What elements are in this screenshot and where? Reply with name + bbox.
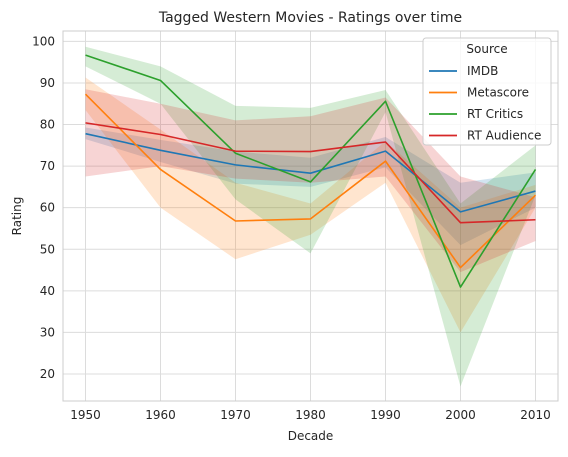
y-tick-label: 30 xyxy=(40,325,55,339)
x-tick-label: 1970 xyxy=(220,408,251,422)
x-tick-label: 2010 xyxy=(520,408,551,422)
x-tick-label: 1960 xyxy=(145,408,176,422)
metascore-confidence-band xyxy=(85,77,536,333)
legend-label-rt-audience: RT Audience xyxy=(467,129,541,143)
grid xyxy=(63,31,558,401)
y-tick-label: 50 xyxy=(40,242,55,256)
x-tick-label: 2000 xyxy=(445,408,476,422)
rt-critics-confidence-band xyxy=(85,46,536,387)
y-tick-label: 80 xyxy=(40,118,55,132)
metascore-line xyxy=(84,93,537,269)
legend-label-imdb: IMDB xyxy=(467,64,498,78)
x-tick-labels: 1950 1960 1970 1980 1990 2000 2010 xyxy=(70,408,551,422)
y-axis-label: Rating xyxy=(10,197,24,236)
y-tick-label: 90 xyxy=(40,76,55,90)
y-tick-label: 20 xyxy=(40,367,55,381)
legend-title: Source xyxy=(466,42,507,56)
y-tick-label: 70 xyxy=(40,159,55,173)
x-tick-label: 1990 xyxy=(370,408,401,422)
x-tick-label: 1980 xyxy=(295,408,326,422)
rt-audience-line xyxy=(85,122,536,224)
rt-critics-line xyxy=(85,54,537,288)
y-tick-label: 60 xyxy=(40,201,55,215)
legend-box xyxy=(422,37,552,146)
y-tick-label: 100 xyxy=(32,34,55,48)
imdb-line xyxy=(85,132,536,213)
y-tick-label: 40 xyxy=(40,284,55,298)
plot-frame xyxy=(62,30,559,402)
x-axis-label: Decade xyxy=(288,429,334,443)
y-tick-labels: 20 30 40 50 60 70 80 90 100 xyxy=(32,34,55,381)
chart-title: Tagged Western Movies - Ratings over tim… xyxy=(158,10,462,26)
legend: Source IMDB Metascore RT Critics RT Audienc… xyxy=(422,37,552,146)
x-tick-label: 1950 xyxy=(70,408,101,422)
legend-label-metascore: Metascore xyxy=(467,86,529,100)
legend-label-rt-critics: RT Critics xyxy=(467,107,523,121)
rt-audience-confidence-band xyxy=(85,89,536,273)
series-lines xyxy=(84,54,537,288)
